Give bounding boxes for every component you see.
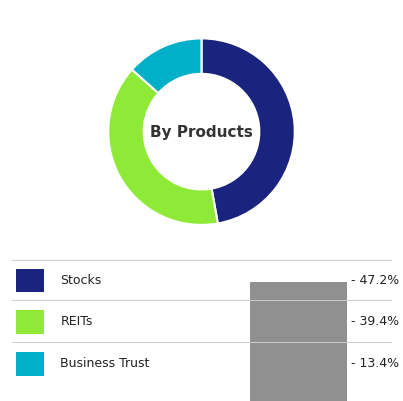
Text: By Products: By Products [150, 125, 253, 140]
Text: REITs: REITs [60, 314, 93, 327]
FancyBboxPatch shape [16, 269, 44, 293]
Wedge shape [202, 39, 295, 224]
FancyBboxPatch shape [16, 310, 44, 334]
FancyBboxPatch shape [250, 282, 347, 401]
FancyBboxPatch shape [16, 352, 44, 376]
Text: - 39.4%: - 39.4% [351, 314, 399, 327]
Text: Business Trust: Business Trust [60, 356, 150, 369]
Wedge shape [108, 70, 218, 225]
Text: Stocks: Stocks [60, 273, 102, 286]
Wedge shape [132, 39, 202, 94]
Text: - 47.2%: - 47.2% [351, 273, 399, 286]
Text: - 13.4%: - 13.4% [351, 356, 399, 369]
